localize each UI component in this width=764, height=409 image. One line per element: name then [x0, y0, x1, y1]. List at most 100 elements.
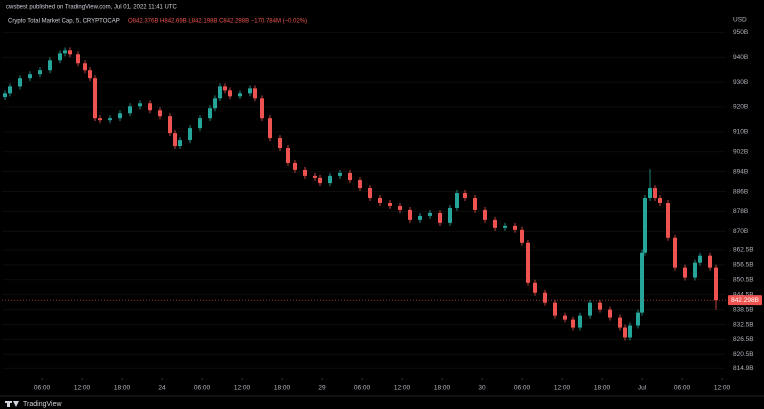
chart-title: Crypto Total Market Cap, 5, CRYPTOCAP — [8, 19, 120, 25]
candle-body — [708, 255, 712, 268]
candle-body — [563, 315, 567, 320]
candle-body — [448, 207, 452, 223]
candle-body — [571, 319, 575, 328]
candle-body — [588, 302, 592, 316]
x-tick-label: 18:00 — [594, 385, 611, 392]
x-tick-label: 06:00 — [354, 385, 371, 392]
candle-body — [653, 188, 657, 199]
y-tick-label: 820.5B — [733, 351, 754, 358]
candle-body — [698, 255, 702, 263]
candle-body — [303, 169, 307, 176]
candle-body — [293, 162, 297, 170]
x-tick-label: 24 — [158, 385, 166, 392]
x-tick-label: 18:00 — [274, 385, 291, 392]
y-tick-label: 910B — [733, 129, 748, 136]
candle-body — [463, 193, 467, 199]
x-tick-label: 29 — [318, 385, 326, 392]
candle-body — [673, 237, 677, 268]
y-tick-label: 862.5B — [733, 247, 754, 254]
y-tick-label: 844.5B — [733, 291, 754, 298]
y-tick-label: 850.5B — [733, 277, 754, 284]
candle-body — [483, 209, 487, 220]
candle-body — [148, 103, 152, 111]
candle-body — [388, 202, 392, 206]
y-tick-label: 856.5B — [733, 262, 754, 269]
x-tick-label: 06:00 — [194, 385, 211, 392]
candle-body — [636, 312, 640, 326]
candle-body — [18, 78, 22, 87]
y-tick-label: 940B — [733, 54, 748, 61]
candle-body — [98, 118, 102, 121]
x-tick-label: 06:00 — [674, 385, 691, 392]
candle-body — [278, 138, 282, 149]
x-tick-label: Jul — [638, 385, 647, 392]
x-tick-label: 06:00 — [34, 385, 51, 392]
header: cwsbest published on TradingView.com, Ju… — [6, 5, 178, 11]
candle-body — [198, 118, 202, 129]
x-tick-label: 12:00 — [74, 385, 91, 392]
x-tick-label: 06:00 — [514, 385, 531, 392]
y-tick-label: 838.5B — [733, 306, 754, 313]
y-axis-unit: USD — [733, 17, 747, 24]
candle-body — [213, 98, 217, 109]
candle-body — [628, 325, 632, 338]
candle-body — [313, 175, 317, 178]
candle-body — [253, 88, 257, 99]
last-price-label: 842.298B — [731, 297, 759, 304]
candle-body — [338, 172, 342, 176]
candle-body — [28, 74, 32, 79]
candle-body — [118, 113, 122, 119]
candle-body — [643, 198, 647, 253]
candle-body — [318, 177, 322, 184]
y-tick-label: 950B — [733, 29, 748, 36]
candle-body — [418, 215, 422, 220]
candle-body — [3, 93, 7, 98]
candle-body — [553, 302, 557, 316]
candle-body — [658, 198, 662, 203]
candle-body — [683, 267, 687, 278]
candle-body — [248, 88, 252, 94]
candle-body — [48, 60, 52, 71]
footer-brand: TradingView — [23, 401, 62, 408]
last-price-box — [728, 295, 762, 306]
candle-body — [128, 106, 132, 114]
candle-body — [286, 148, 290, 163]
candle-body — [168, 116, 172, 134]
candle-body — [8, 86, 12, 94]
candle-body — [108, 118, 112, 121]
candle-body — [93, 78, 97, 119]
footer-logo — [5, 401, 19, 407]
candle-body — [648, 188, 652, 199]
x-tick-label: 30 — [478, 385, 486, 392]
y-tick-label: 814.9B — [733, 365, 754, 372]
candle-body — [533, 282, 537, 293]
candle-body — [268, 118, 272, 139]
candle-body — [428, 212, 432, 216]
y-tick-label: 832.5B — [733, 321, 754, 328]
candle-body — [238, 93, 242, 97]
candle-body — [88, 70, 92, 79]
y-tick-label: 870B — [733, 228, 748, 235]
candle-body — [543, 292, 547, 303]
candle-body — [378, 198, 382, 203]
candle-body — [455, 193, 459, 208]
candle-body — [58, 53, 62, 61]
candle-body — [438, 212, 442, 223]
candle-body — [368, 188, 372, 199]
candle-body — [408, 209, 412, 220]
candle-body — [398, 205, 402, 210]
candle-body — [473, 198, 477, 210]
candle-body — [348, 172, 352, 181]
y-tick-label: 920B — [733, 104, 748, 111]
x-tick-label: 12:00 — [234, 385, 251, 392]
x-tick-label: 12:00 — [394, 385, 411, 392]
x-tick-label: 18:00 — [434, 385, 451, 392]
candle-body — [173, 133, 177, 147]
candle-body — [138, 103, 142, 107]
candle-body — [520, 229, 524, 243]
candle-body — [618, 317, 622, 328]
candle-body — [640, 252, 644, 313]
candle-body — [358, 180, 362, 189]
candle-body — [218, 86, 222, 99]
candle-body — [63, 50, 67, 54]
